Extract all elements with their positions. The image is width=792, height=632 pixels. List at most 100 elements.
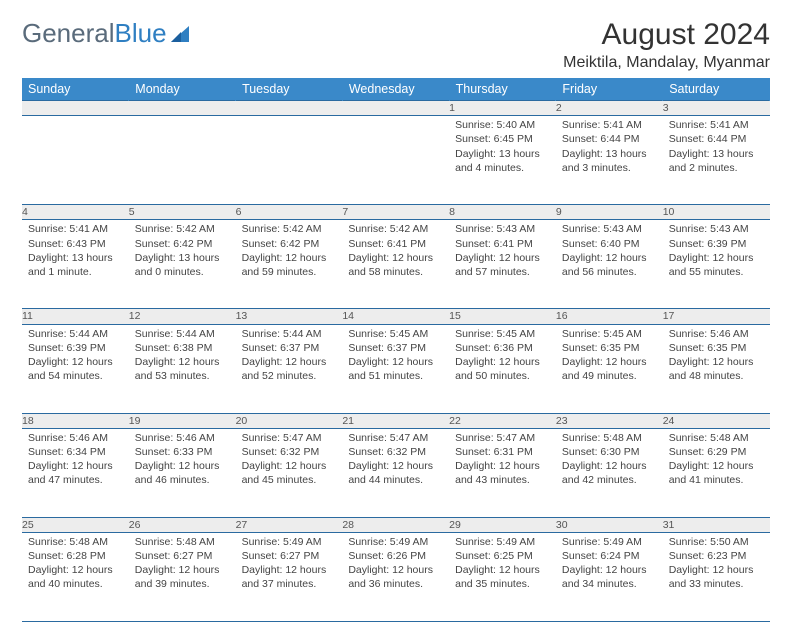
daylight-line: Daylight: 12 hours and 56 minutes. (562, 251, 657, 279)
daylight-line: Daylight: 12 hours and 46 minutes. (135, 459, 230, 487)
daylight-line: Daylight: 12 hours and 58 minutes. (348, 251, 443, 279)
day-cell: Sunrise: 5:49 AMSunset: 6:27 PMDaylight:… (236, 532, 343, 621)
daylight-line: Daylight: 12 hours and 59 minutes. (242, 251, 337, 279)
day-details: Sunrise: 5:44 AMSunset: 6:38 PMDaylight:… (129, 325, 236, 388)
day-cell: Sunrise: 5:41 AMSunset: 6:44 PMDaylight:… (663, 116, 770, 205)
sunset-line: Sunset: 6:44 PM (669, 132, 764, 146)
daylight-line: Daylight: 12 hours and 55 minutes. (669, 251, 764, 279)
day-details: Sunrise: 5:46 AMSunset: 6:35 PMDaylight:… (663, 325, 770, 388)
daylight-line: Daylight: 12 hours and 37 minutes. (242, 563, 337, 591)
daylight-line: Daylight: 12 hours and 39 minutes. (135, 563, 230, 591)
day-number-cell: 26 (129, 517, 236, 532)
day-number-cell: 8 (449, 205, 556, 220)
sunrise-line: Sunrise: 5:49 AM (455, 535, 550, 549)
sunset-line: Sunset: 6:29 PM (669, 445, 764, 459)
daylight-line: Daylight: 12 hours and 49 minutes. (562, 355, 657, 383)
day-number-cell: 22 (449, 413, 556, 428)
sunset-line: Sunset: 6:35 PM (669, 341, 764, 355)
daylight-line: Daylight: 13 hours and 0 minutes. (135, 251, 230, 279)
daylight-line: Daylight: 12 hours and 44 minutes. (348, 459, 443, 487)
day-number-cell: 10 (663, 205, 770, 220)
sunset-line: Sunset: 6:39 PM (669, 237, 764, 251)
day-details: Sunrise: 5:49 AMSunset: 6:26 PMDaylight:… (342, 533, 449, 596)
weekday-header: Wednesday (342, 78, 449, 101)
sunset-line: Sunset: 6:34 PM (28, 445, 123, 459)
day-details: Sunrise: 5:44 AMSunset: 6:37 PMDaylight:… (236, 325, 343, 388)
day-cell: Sunrise: 5:46 AMSunset: 6:35 PMDaylight:… (663, 324, 770, 413)
day-cell: Sunrise: 5:43 AMSunset: 6:41 PMDaylight:… (449, 220, 556, 309)
day-number-cell (22, 101, 129, 116)
sunset-line: Sunset: 6:37 PM (348, 341, 443, 355)
sunrise-line: Sunrise: 5:49 AM (348, 535, 443, 549)
day-cell: Sunrise: 5:47 AMSunset: 6:32 PMDaylight:… (236, 428, 343, 517)
sunrise-line: Sunrise: 5:47 AM (348, 431, 443, 445)
daylight-line: Daylight: 12 hours and 34 minutes. (562, 563, 657, 591)
weekday-header: Thursday (449, 78, 556, 101)
day-number-cell: 5 (129, 205, 236, 220)
day-number-cell: 11 (22, 309, 129, 324)
day-number-row: 11121314151617 (22, 309, 770, 324)
sunset-line: Sunset: 6:41 PM (455, 237, 550, 251)
day-cell: Sunrise: 5:49 AMSunset: 6:25 PMDaylight:… (449, 532, 556, 621)
day-details: Sunrise: 5:43 AMSunset: 6:39 PMDaylight:… (663, 220, 770, 283)
sunset-line: Sunset: 6:39 PM (28, 341, 123, 355)
day-number-row: 45678910 (22, 205, 770, 220)
sunset-line: Sunset: 6:25 PM (455, 549, 550, 563)
day-details: Sunrise: 5:45 AMSunset: 6:35 PMDaylight:… (556, 325, 663, 388)
day-details: Sunrise: 5:42 AMSunset: 6:42 PMDaylight:… (129, 220, 236, 283)
day-number-cell: 21 (342, 413, 449, 428)
day-details: Sunrise: 5:41 AMSunset: 6:44 PMDaylight:… (663, 116, 770, 179)
sunset-line: Sunset: 6:35 PM (562, 341, 657, 355)
daylight-line: Daylight: 12 hours and 48 minutes. (669, 355, 764, 383)
day-details: Sunrise: 5:48 AMSunset: 6:27 PMDaylight:… (129, 533, 236, 596)
calendar-page: GeneralBlue August 2024 Meiktila, Mandal… (0, 0, 792, 632)
day-number-cell: 25 (22, 517, 129, 532)
weekday-header-row: Sunday Monday Tuesday Wednesday Thursday… (22, 78, 770, 101)
day-cell: Sunrise: 5:45 AMSunset: 6:36 PMDaylight:… (449, 324, 556, 413)
sunset-line: Sunset: 6:32 PM (242, 445, 337, 459)
day-cell: Sunrise: 5:42 AMSunset: 6:42 PMDaylight:… (236, 220, 343, 309)
day-details: Sunrise: 5:49 AMSunset: 6:27 PMDaylight:… (236, 533, 343, 596)
sunset-line: Sunset: 6:36 PM (455, 341, 550, 355)
logo-text-blue: Blue (115, 18, 167, 49)
sunrise-line: Sunrise: 5:43 AM (455, 222, 550, 236)
sunset-line: Sunset: 6:23 PM (669, 549, 764, 563)
sunset-line: Sunset: 6:44 PM (562, 132, 657, 146)
day-number-cell: 27 (236, 517, 343, 532)
sunset-line: Sunset: 6:32 PM (348, 445, 443, 459)
sunset-line: Sunset: 6:27 PM (135, 549, 230, 563)
day-number-cell: 20 (236, 413, 343, 428)
day-cell: Sunrise: 5:50 AMSunset: 6:23 PMDaylight:… (663, 532, 770, 621)
day-cell: Sunrise: 5:42 AMSunset: 6:42 PMDaylight:… (129, 220, 236, 309)
day-details: Sunrise: 5:40 AMSunset: 6:45 PMDaylight:… (449, 116, 556, 179)
day-number-cell (342, 101, 449, 116)
day-cell: Sunrise: 5:49 AMSunset: 6:24 PMDaylight:… (556, 532, 663, 621)
sunrise-line: Sunrise: 5:48 AM (135, 535, 230, 549)
page-header: GeneralBlue August 2024 Meiktila, Mandal… (22, 18, 770, 72)
weekday-header: Sunday (22, 78, 129, 101)
brand-logo: GeneralBlue (22, 18, 195, 49)
sunrise-line: Sunrise: 5:49 AM (242, 535, 337, 549)
day-cell: Sunrise: 5:42 AMSunset: 6:41 PMDaylight:… (342, 220, 449, 309)
daylight-line: Daylight: 13 hours and 4 minutes. (455, 147, 550, 175)
day-number-cell: 13 (236, 309, 343, 324)
day-cell: Sunrise: 5:41 AMSunset: 6:43 PMDaylight:… (22, 220, 129, 309)
day-cell: Sunrise: 5:45 AMSunset: 6:37 PMDaylight:… (342, 324, 449, 413)
daylight-line: Daylight: 12 hours and 43 minutes. (455, 459, 550, 487)
daylight-line: Daylight: 12 hours and 47 minutes. (28, 459, 123, 487)
week-row: Sunrise: 5:40 AMSunset: 6:45 PMDaylight:… (22, 116, 770, 205)
day-number-cell: 2 (556, 101, 663, 116)
location-label: Meiktila, Mandalay, Myanmar (563, 54, 770, 72)
day-cell (342, 116, 449, 205)
day-details: Sunrise: 5:49 AMSunset: 6:24 PMDaylight:… (556, 533, 663, 596)
daylight-line: Daylight: 12 hours and 54 minutes. (28, 355, 123, 383)
day-details: Sunrise: 5:42 AMSunset: 6:41 PMDaylight:… (342, 220, 449, 283)
day-cell: Sunrise: 5:46 AMSunset: 6:33 PMDaylight:… (129, 428, 236, 517)
daylight-line: Daylight: 13 hours and 1 minute. (28, 251, 123, 279)
sunrise-line: Sunrise: 5:42 AM (242, 222, 337, 236)
sunrise-line: Sunrise: 5:49 AM (562, 535, 657, 549)
title-block: August 2024 Meiktila, Mandalay, Myanmar (563, 18, 770, 72)
daylight-line: Daylight: 12 hours and 53 minutes. (135, 355, 230, 383)
sunrise-line: Sunrise: 5:41 AM (669, 118, 764, 132)
calendar-table: Sunday Monday Tuesday Wednesday Thursday… (22, 78, 770, 622)
